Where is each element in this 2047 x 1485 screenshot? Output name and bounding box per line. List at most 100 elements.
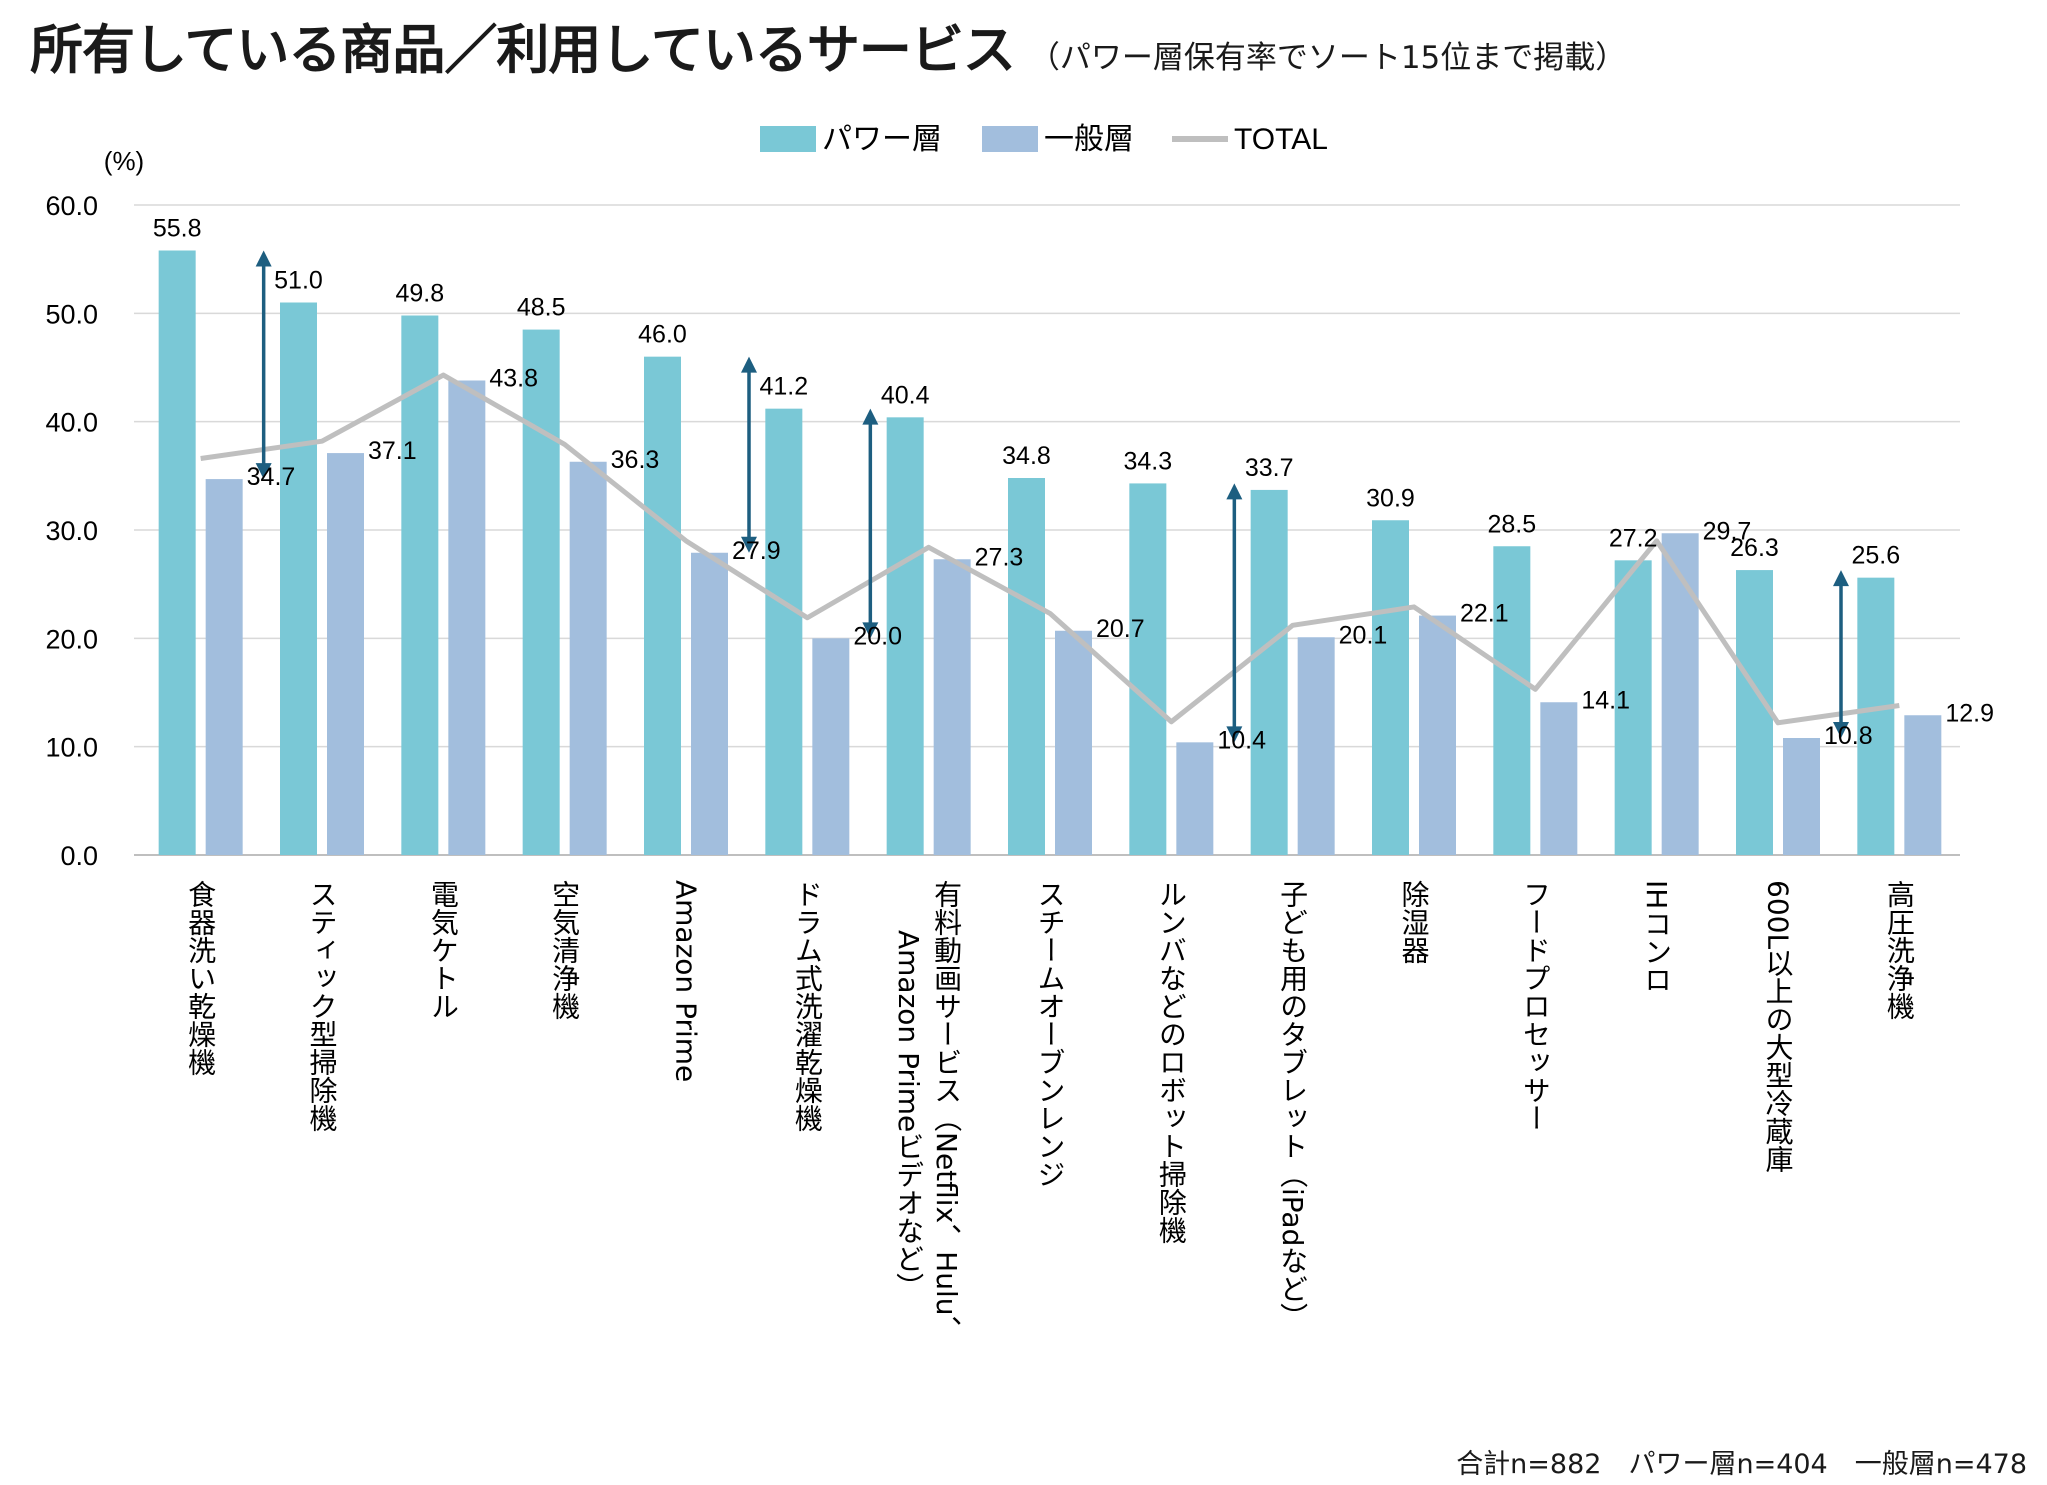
data-label-general: 37.1 [368, 437, 417, 465]
legend-label-power: パワー層 [822, 122, 942, 157]
title-row: 所有している商品／利用しているサービス （パワー層保有率でソート15位まで掲載） [30, 8, 1626, 84]
legend-label-general: 一般層 [1044, 122, 1134, 157]
bar-power [1857, 577, 1895, 855]
data-labels: 55.8 34.7 51.0 37.1 49.8 43.8 48.5 36.3 46.0 27.9… [153, 215, 1994, 755]
bar-power [401, 315, 439, 855]
data-label-power: 34.8 [1002, 442, 1051, 470]
gap-arrow-head-down [862, 622, 879, 639]
bar-power [1614, 560, 1652, 855]
data-label-general: 43.8 [489, 365, 538, 393]
data-label-general: 20.7 [1096, 615, 1145, 643]
data-label-power: 48.5 [517, 294, 566, 322]
y-tick-label: 50.0 [45, 299, 98, 329]
data-label-power: 33.7 [1245, 454, 1294, 482]
data-label-general: 29.7 [1703, 517, 1752, 545]
bar-general [327, 453, 364, 855]
data-label-general: 12.9 [1945, 699, 1994, 727]
bar-general [812, 638, 850, 855]
gap-arrow-head-up [1226, 483, 1243, 500]
legend: パワー層 一般層 TOTAL [760, 122, 1328, 157]
gap-arrow-head-down [1226, 726, 1243, 743]
sample-size-note: 合計n=882 パワー層n=404 一般層n=478 [1456, 1449, 2027, 1480]
bar-power [280, 302, 317, 855]
data-label-general: 20.1 [1339, 621, 1388, 649]
data-label-general: 10.4 [1217, 726, 1266, 754]
gap-arrow-head-down [741, 536, 757, 553]
chart-title: 所有している商品／利用しているサービス [30, 20, 1016, 81]
bar-general [933, 559, 971, 855]
bar-general [1661, 533, 1699, 855]
bar-power [765, 408, 803, 855]
bar-power [1372, 520, 1409, 855]
category-label: 子ども用のタブレット（iPadなど） [1276, 880, 1309, 1330]
data-label-general: 27.3 [975, 543, 1024, 571]
data-label-power: 41.2 [759, 373, 808, 401]
data-label-general: 22.1 [1460, 600, 1509, 628]
bar-general [1297, 637, 1335, 855]
category-label: 電気ケトル [427, 880, 460, 1020]
data-label-power: 51.0 [274, 267, 323, 295]
gap-arrow-head-up [862, 408, 879, 425]
category-label: 食器洗い乾燥機 [184, 880, 217, 1076]
data-label-general: 36.3 [611, 446, 660, 474]
y-axis-ticks: 0.0 10.0 20.0 30.0 40.0 50.0 60.0 [45, 191, 98, 871]
data-label-general: 20.0 [853, 622, 902, 650]
chart-subtitle: （パワー層保有率でソート15位まで掲載） [1028, 40, 1627, 76]
category-label: ルンバなどのロボット掃除機 [1155, 880, 1188, 1244]
bar-general [1904, 715, 1942, 855]
gap-arrow-head-down [1833, 722, 1849, 738]
bars [158, 250, 1942, 855]
data-label-power: 28.5 [1487, 510, 1536, 538]
category-labels: 食器洗い乾燥機 スティック型掃除機 電気ケトル 空気清浄機 Amazon Prime ドラ… [184, 880, 1916, 1344]
gap-arrow-head-up [741, 356, 757, 373]
legend-label-total: TOTAL [1234, 123, 1328, 156]
data-label-power: 27.2 [1609, 524, 1658, 552]
y-tick-label: 30.0 [45, 516, 98, 546]
category-label-line: 有料動画サービス（Netflix、Hulu、 [930, 880, 963, 1344]
bar-general [205, 479, 243, 855]
total-series-line [200, 372, 1900, 726]
bar-power [1736, 570, 1773, 855]
bar-general [1783, 738, 1820, 855]
data-label-power: 25.6 [1851, 542, 1900, 570]
bar-power [522, 329, 560, 855]
category-label: ドラム式洗濯乾燥機 [791, 880, 824, 1132]
category-label: フードプロセッサー [1519, 880, 1552, 1132]
category-label: Amazon Prime [670, 880, 703, 1082]
bar-power [1008, 478, 1045, 855]
bar-power [158, 250, 196, 855]
bar-power [1493, 546, 1531, 855]
y-tick-label: 10.0 [45, 733, 98, 763]
category-label: IHコンロ [1640, 880, 1673, 993]
category-label: 600L以上の大型冷蔵庫 [1762, 880, 1795, 1173]
bar-power [1250, 489, 1288, 855]
bar-general [1055, 630, 1092, 855]
bar-general [1419, 615, 1456, 855]
bar-power [1129, 483, 1167, 855]
y-tick-label: 0.0 [60, 841, 98, 871]
bar-general [1540, 702, 1578, 855]
bar-general [691, 552, 728, 855]
bar-power [644, 356, 681, 855]
bar-general [1176, 742, 1214, 855]
data-label-general: 34.7 [247, 463, 296, 491]
category-label: 除湿器 [1398, 880, 1431, 964]
category-label-line: Amazon Primeビデオなど） [892, 930, 925, 1300]
data-label-general: 10.8 [1824, 722, 1873, 750]
gap-arrow-head-up [1833, 570, 1849, 587]
data-label-power: 55.8 [153, 215, 202, 243]
category-label: スチームオーブンレンジ [1034, 880, 1067, 1188]
y-tick-label: 60.0 [45, 191, 98, 221]
data-label-power: 30.9 [1366, 484, 1415, 512]
gap-arrow-head-up [255, 250, 272, 267]
data-label-power: 40.4 [881, 381, 930, 409]
bar-power [886, 417, 924, 855]
bar-general [569, 461, 607, 855]
legend-swatch-power [760, 126, 816, 152]
total-line [200, 372, 1900, 726]
category-label: スティック型掃除機 [306, 880, 339, 1132]
data-label-power: 34.3 [1123, 447, 1172, 475]
category-label: 高圧洗浄機 [1883, 880, 1916, 1020]
legend-swatch-general [982, 126, 1038, 152]
